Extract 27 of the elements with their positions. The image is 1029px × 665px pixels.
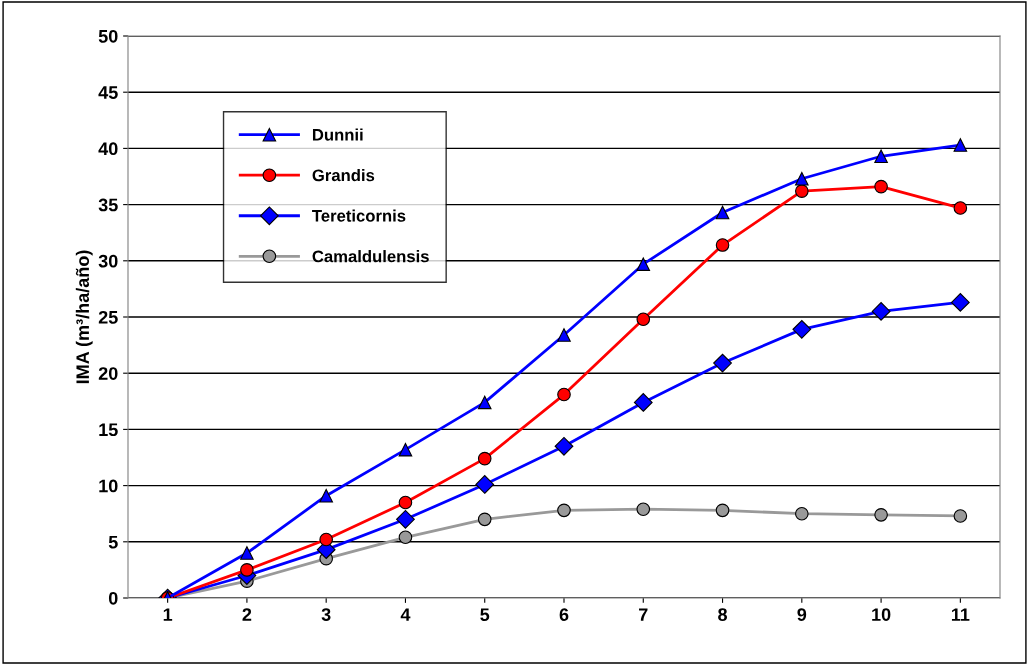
- y-tick-label: 0: [108, 591, 118, 605]
- x-tick-label: 1: [163, 608, 173, 621]
- x-tick-label: 3: [321, 608, 331, 622]
- x-tick-label: 10: [872, 608, 891, 621]
- legend-label: Tereticornis: [312, 209, 406, 222]
- y-tick-label: 30: [98, 254, 118, 268]
- legend-label: Grandis: [312, 168, 375, 182]
- y-tick-label: 20: [98, 367, 118, 380]
- x-tick-label: 2: [242, 608, 252, 621]
- y-tick-label: 10: [99, 479, 118, 493]
- y-tick-label: 25: [98, 310, 118, 324]
- y-tick-label: 5: [108, 535, 118, 549]
- legend-label: Camaldulensis: [312, 250, 429, 263]
- legend-label: Dunnii: [312, 128, 363, 141]
- y-axis-title: IMA (m³/ha/año): [75, 250, 93, 384]
- x-tick-label: 6: [559, 608, 569, 621]
- x-tick-label: 5: [480, 608, 490, 621]
- y-tick-label: 50: [98, 29, 118, 43]
- x-tick-label: 9: [797, 608, 807, 621]
- y-tick-label: 35: [98, 198, 118, 212]
- x-tick-label: 8: [718, 608, 728, 621]
- y-tick-label: 40: [98, 142, 118, 156]
- x-tick-label: 7: [639, 608, 648, 621]
- x-tick-label: 11: [951, 608, 970, 621]
- y-tick-label: 15: [99, 423, 118, 437]
- x-tick-label: 4: [400, 608, 411, 621]
- y-tick-label: 45: [98, 86, 118, 99]
